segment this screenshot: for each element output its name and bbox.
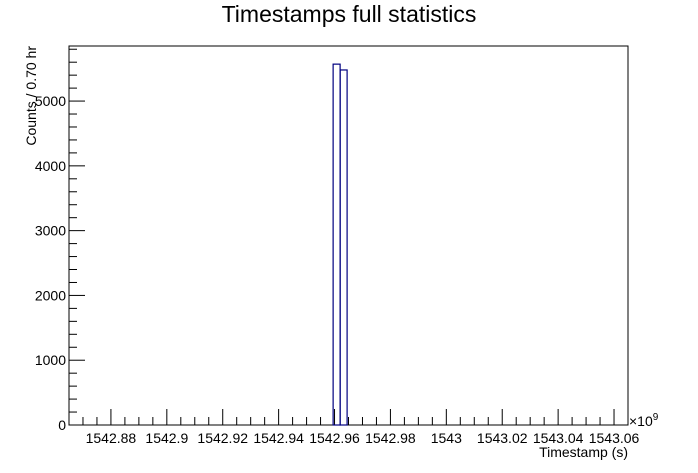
x-tick-label: 1542.9 [145, 430, 188, 446]
x-tick-label: 1542.96 [309, 430, 360, 446]
x-axis-title: Timestamp (s) [539, 444, 628, 460]
x-tick-label: 1542.88 [86, 430, 137, 446]
x-tick-label: 1543.06 [589, 430, 640, 446]
y-tick-label: 2000 [35, 287, 66, 303]
chart-title: Timestamps full statistics [222, 1, 477, 27]
x-axis-multiplier: ×109 [629, 412, 659, 429]
histogram-bin [339, 69, 348, 426]
y-tick-label: 1000 [35, 352, 66, 368]
y-axis-ticks: 0 1000 2000 3000 4000 5000 [35, 48, 85, 433]
y-tick-label: 5000 [35, 93, 66, 109]
x-tick-label: 1542.98 [365, 430, 416, 446]
x-tick-label: 1543.04 [533, 430, 584, 446]
x-axis-multiplier-base: ×10 [629, 413, 653, 429]
x-tick-label: 1543.02 [477, 430, 528, 446]
y-axis-title: Counts / 0.70 hr [23, 46, 39, 146]
x-axis-multiplier-exponent: 9 [653, 412, 659, 423]
x-tick-label: 1542.92 [197, 430, 248, 446]
x-tick-label: 1542.94 [253, 430, 304, 446]
y-tick-label: 0 [58, 417, 66, 433]
histogram-bin [332, 63, 341, 426]
histogram-bins [332, 63, 348, 426]
x-tick-label: 1543 [431, 430, 462, 446]
plot-frame [68, 45, 629, 426]
y-tick-label: 3000 [35, 223, 66, 239]
y-tick-label: 4000 [35, 158, 66, 174]
x-axis-ticks: 1542.88 1542.9 1542.92 1542.94 1542.96 1542.9… [68, 409, 640, 446]
